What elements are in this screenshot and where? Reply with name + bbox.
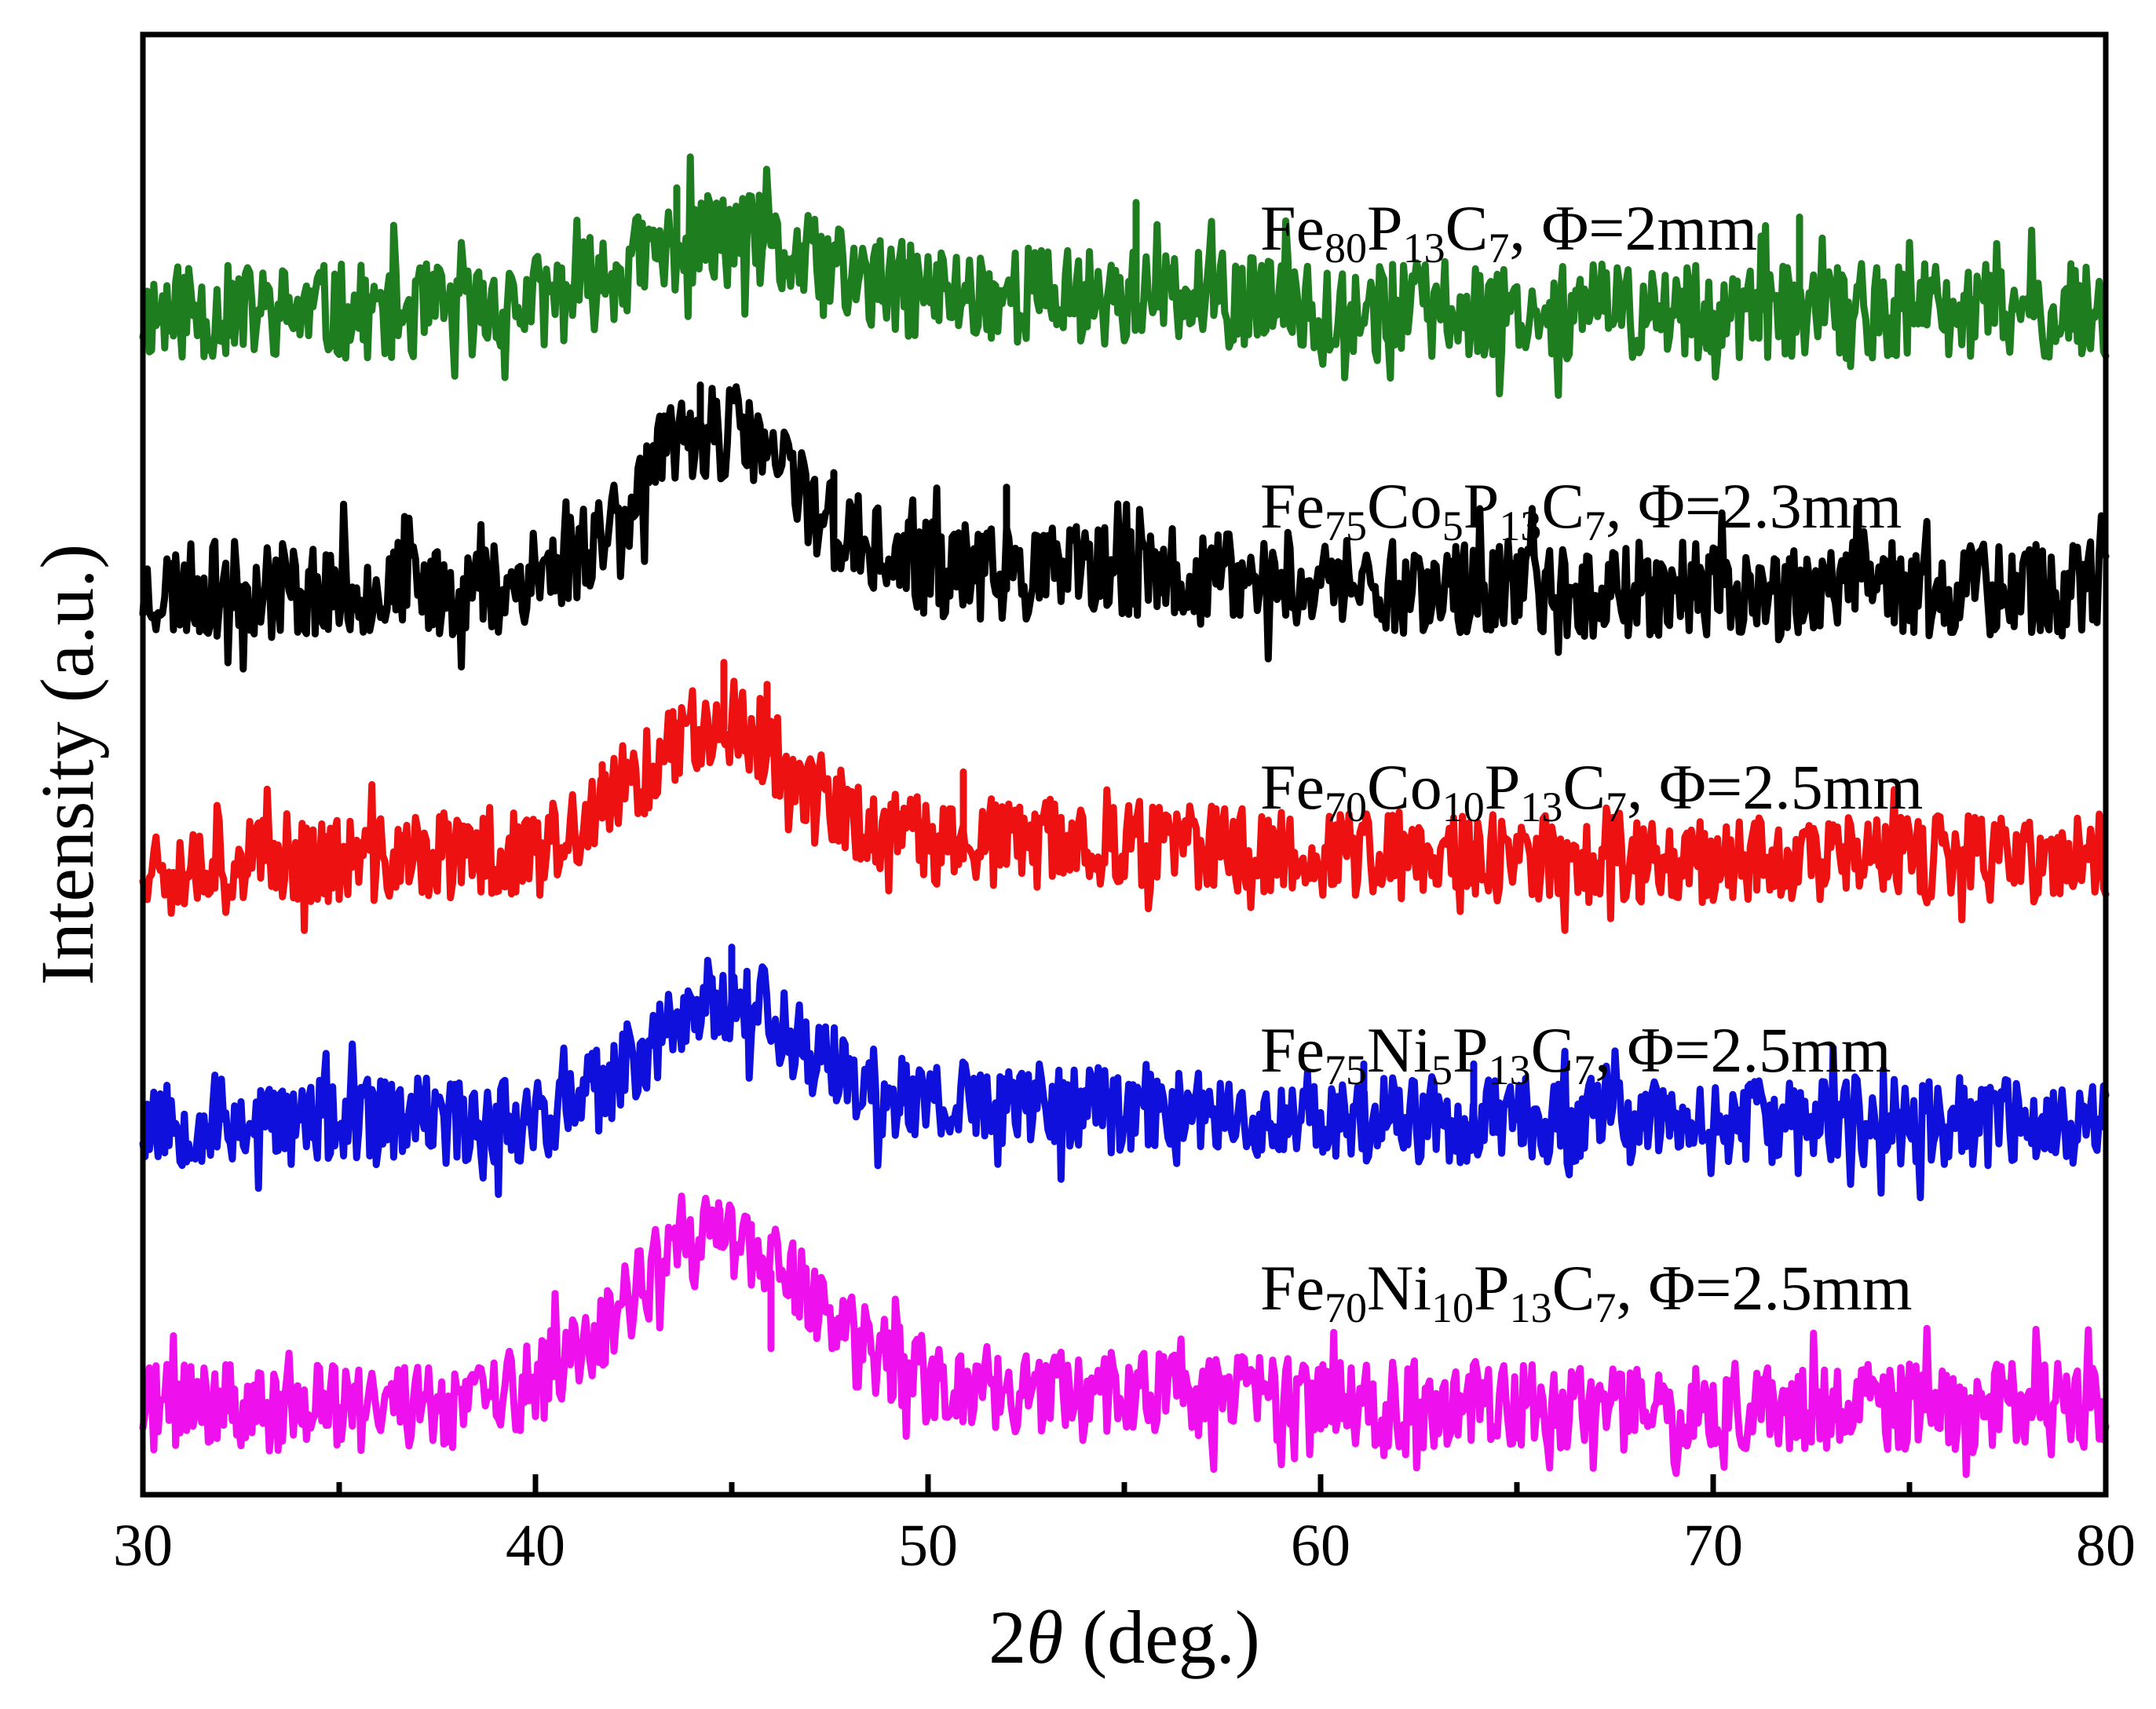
series-label-5: Fe70Ni10P13C7, Φ=2.5mm [1260,1252,1913,1331]
series-label-1: Fe80P13C7, Φ=2mm [1260,192,1757,272]
x-tick-label: 40 [506,1513,565,1579]
series-label-2: Fe75Co5P13C7, Φ=2.3mm [1260,470,1902,550]
x-tick-label: 70 [1683,1513,1743,1579]
x-tick-label: 30 [113,1513,173,1579]
series-trace-5 [139,1192,2110,1478]
x-ticks: 30 40 50 60 70 80 [113,1474,2136,1579]
x-tick-label: 50 [898,1513,958,1579]
series-label-3: Fe70Co10P13C7, Φ=2.5mm [1260,751,1923,831]
x-axis-title: 2θ (deg.) [988,1595,1260,1679]
y-axis-title: Intensity (a.u.) [25,544,109,986]
series-trace-3 [139,659,2110,934]
series-trace-4 [139,944,2110,1202]
series-traces [139,153,2110,1478]
series-trace-2 [139,381,2110,673]
x-tick-label: 80 [2076,1513,2136,1579]
series-label-4: Fe75Ni5P13C7, Φ=2.5mm [1260,1014,1891,1094]
series-labels: Fe80P13C7, Φ=2mm Fe75Co5P13C7, Φ=2.3mm Fe7… [1260,192,1923,1331]
x-tick-label: 60 [1291,1513,1350,1579]
series-trace-1 [139,153,2110,400]
